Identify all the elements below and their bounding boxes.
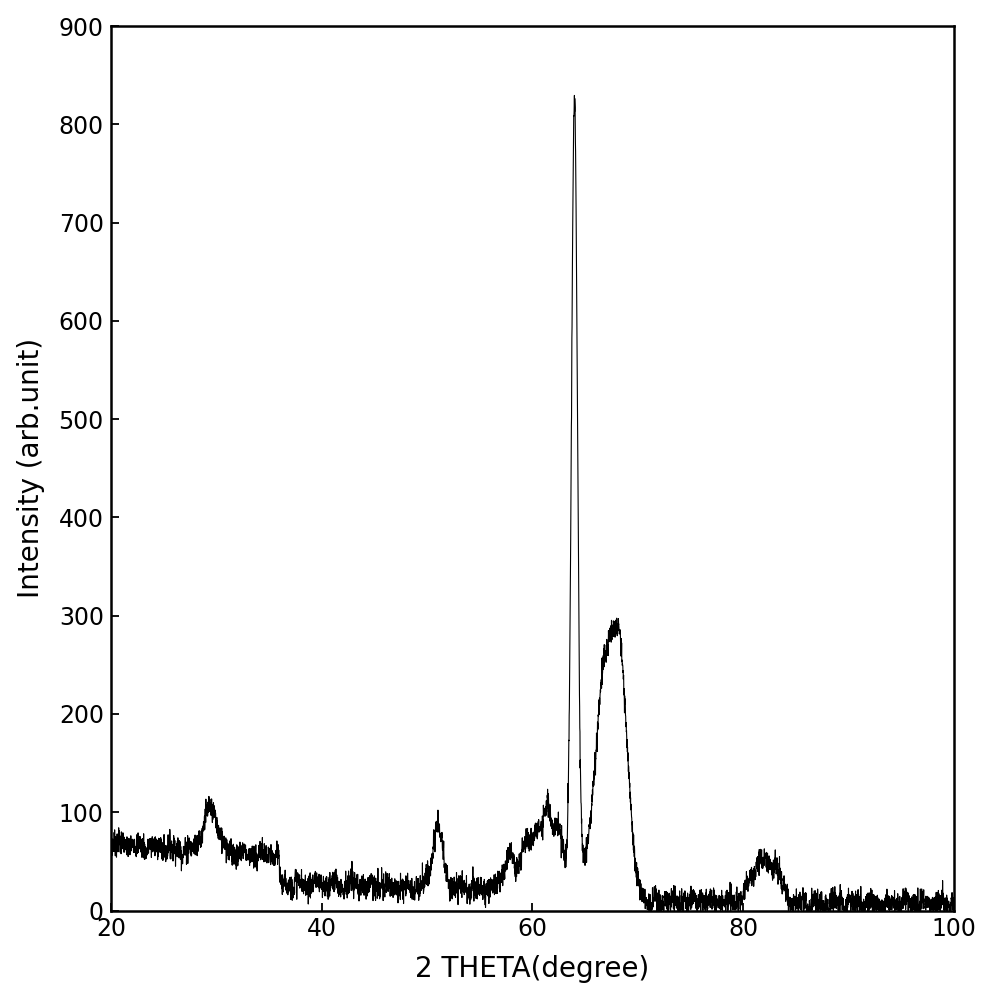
X-axis label: 2 THETA(degree): 2 THETA(degree)	[415, 955, 649, 983]
Y-axis label: Intensity (arb.unit): Intensity (arb.unit)	[17, 338, 45, 598]
